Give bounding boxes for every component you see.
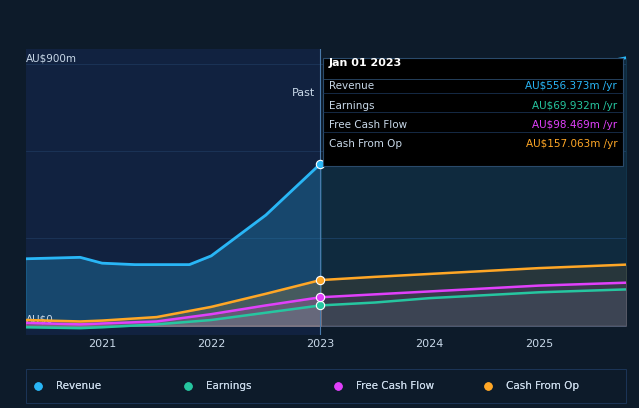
Text: Cash From Op: Cash From Op <box>506 381 579 391</box>
FancyBboxPatch shape <box>26 369 626 403</box>
Text: Earnings: Earnings <box>329 100 374 111</box>
Bar <box>320 49 626 335</box>
Text: Revenue: Revenue <box>56 381 101 391</box>
Text: AU$900m: AU$900m <box>26 53 77 64</box>
Text: Past: Past <box>292 88 315 98</box>
Text: Free Cash Flow: Free Cash Flow <box>356 381 434 391</box>
Text: Cash From Op: Cash From Op <box>506 381 579 391</box>
Text: AU$98.469m /yr: AU$98.469m /yr <box>532 120 617 130</box>
Text: Earnings: Earnings <box>206 381 251 391</box>
Text: Free Cash Flow: Free Cash Flow <box>356 381 434 391</box>
Text: AU$69.932m /yr: AU$69.932m /yr <box>532 100 617 111</box>
Text: Revenue: Revenue <box>329 81 374 91</box>
Text: Cash From Op: Cash From Op <box>329 140 402 149</box>
Text: Jan 01 2023: Jan 01 2023 <box>329 58 402 68</box>
Text: Earnings: Earnings <box>206 381 251 391</box>
Text: Revenue: Revenue <box>56 381 101 391</box>
Text: Analysts Forecasts: Analysts Forecasts <box>326 88 429 98</box>
Text: AU$556.373m /yr: AU$556.373m /yr <box>525 81 617 91</box>
FancyBboxPatch shape <box>323 58 623 166</box>
Text: AU$0: AU$0 <box>26 314 53 324</box>
Text: AU$157.063m /yr: AU$157.063m /yr <box>526 140 617 149</box>
Text: Free Cash Flow: Free Cash Flow <box>329 120 407 130</box>
